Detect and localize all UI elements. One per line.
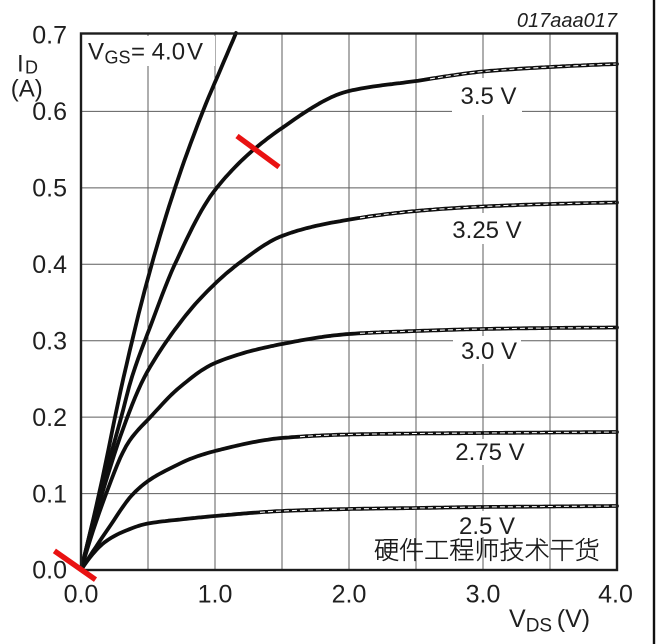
svg-text:V: V [187, 39, 203, 66]
svg-text:017aaa017: 017aaa017 [517, 10, 618, 32]
svg-text:1.0: 1.0 [198, 581, 233, 609]
svg-text:V: V [509, 605, 526, 633]
svg-text:0.1: 0.1 [32, 480, 67, 508]
svg-text:(V): (V) [557, 605, 590, 633]
svg-text:0.6: 0.6 [32, 98, 67, 126]
svg-text:D: D [25, 58, 38, 78]
svg-text:4.0: 4.0 [598, 581, 633, 609]
svg-text:0.0: 0.0 [32, 557, 67, 585]
svg-text:(A): (A) [11, 76, 43, 103]
svg-text:0.3: 0.3 [32, 327, 67, 355]
svg-text:I: I [17, 51, 24, 78]
svg-text:0.7: 0.7 [32, 22, 67, 50]
svg-text:3.25 V: 3.25 V [452, 217, 521, 244]
svg-text:= 4.0: = 4.0 [131, 39, 185, 66]
svg-text:GS: GS [105, 48, 131, 68]
svg-text:DS: DS [526, 616, 552, 637]
svg-text:3.0 V: 3.0 V [461, 338, 517, 365]
svg-text:0.5: 0.5 [32, 175, 67, 203]
svg-text:0.4: 0.4 [32, 251, 67, 279]
svg-text:2.5 V: 2.5 V [459, 513, 515, 540]
svg-text:0.2: 0.2 [32, 404, 67, 432]
svg-text:3.5 V: 3.5 V [460, 83, 516, 110]
svg-text:2.75 V: 2.75 V [455, 439, 524, 466]
svg-text:V: V [88, 39, 104, 66]
svg-text:3.0: 3.0 [466, 581, 501, 609]
svg-text:2.0: 2.0 [332, 581, 367, 609]
svg-text:0.0: 0.0 [64, 581, 99, 609]
